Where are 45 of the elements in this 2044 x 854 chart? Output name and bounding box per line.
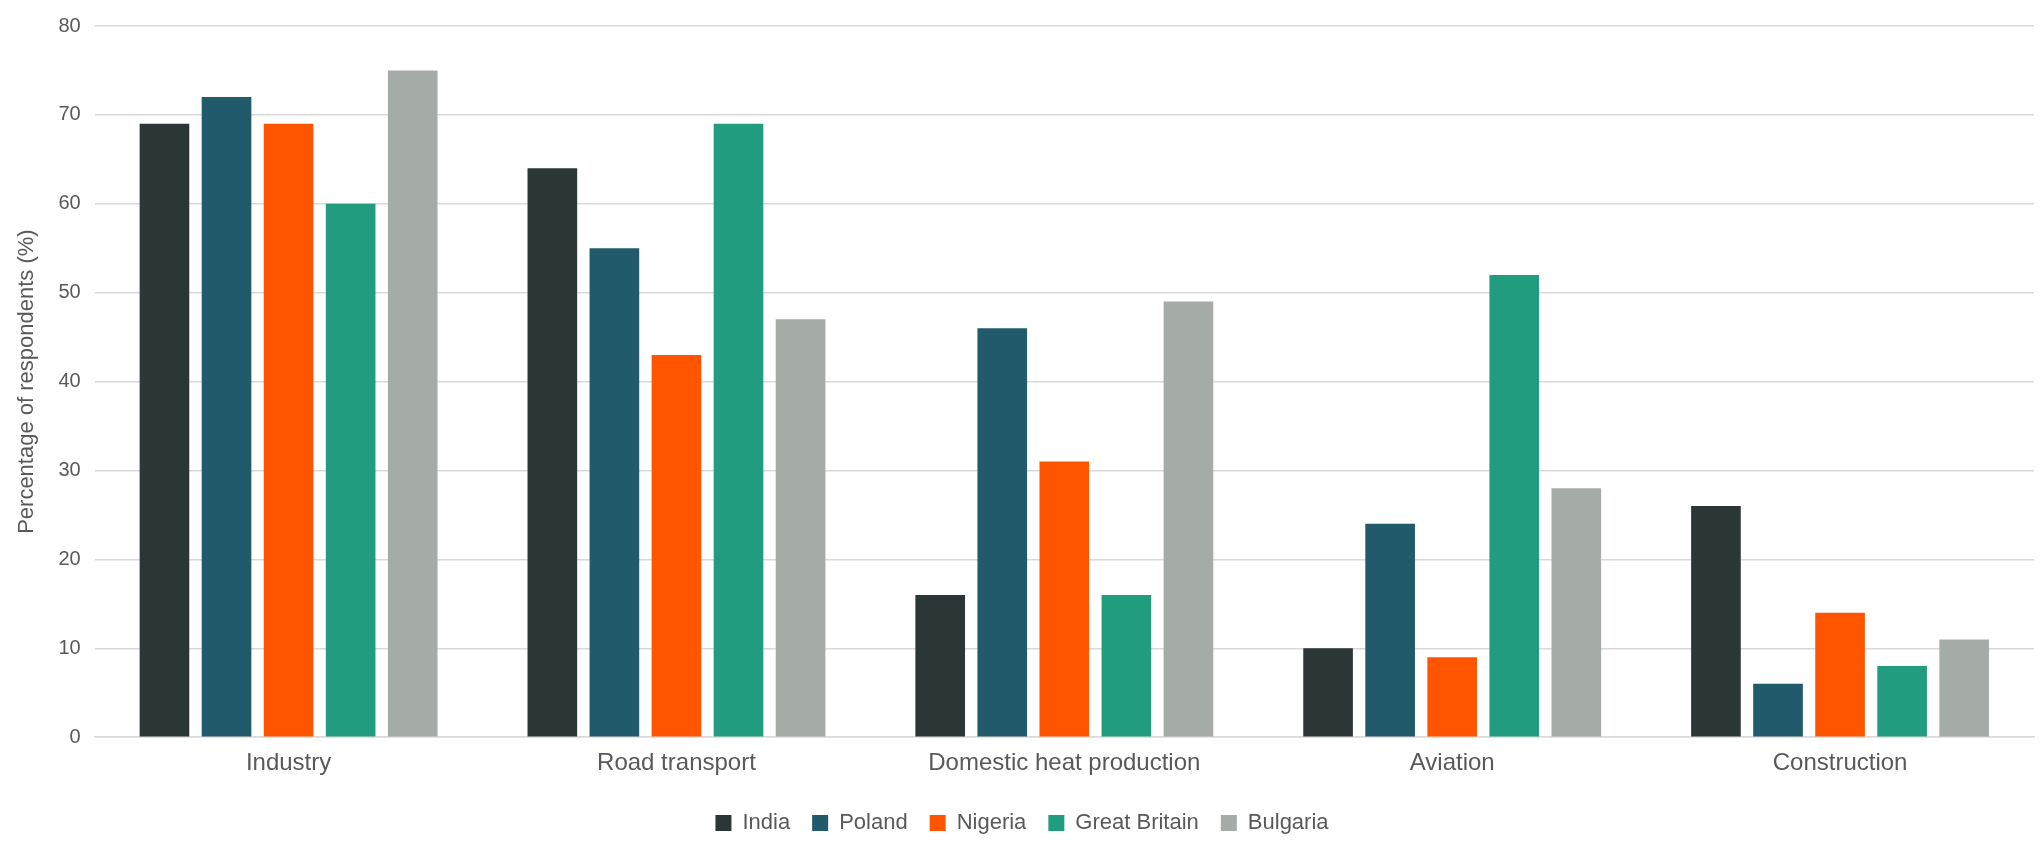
y-tick-label: 30 — [58, 458, 81, 481]
bar — [1753, 683, 1803, 737]
bar — [263, 123, 314, 737]
bar — [1551, 488, 1602, 737]
y-tick-label: 20 — [58, 546, 81, 569]
y-tick-label: 70 — [58, 102, 81, 125]
y-tick-label: 60 — [58, 191, 81, 214]
bar — [1939, 639, 1990, 737]
bar — [1365, 523, 1415, 737]
bar — [527, 168, 578, 737]
bar — [139, 123, 190, 737]
bar — [1427, 657, 1478, 737]
bar — [387, 70, 438, 737]
x-tick-label: Aviation — [1409, 748, 1495, 776]
bar — [1489, 274, 1540, 737]
bar — [1815, 612, 1865, 737]
y-tick-label: 80 — [58, 13, 81, 36]
bar — [651, 354, 702, 737]
bar — [713, 123, 764, 737]
bar — [589, 248, 640, 737]
x-tick-label: Domestic heat production — [928, 748, 1201, 776]
x-tick-label: Industry — [245, 748, 332, 776]
legend-label: Poland — [839, 809, 908, 835]
y-tick-label: 10 — [58, 635, 81, 658]
y-tick-label: 40 — [58, 369, 81, 392]
bar — [775, 319, 826, 737]
legend-label: India — [742, 809, 791, 835]
y-tick-label: 0 — [69, 724, 81, 747]
x-tick-label: Road transport — [597, 748, 757, 776]
bar — [1691, 506, 1741, 737]
bar — [977, 328, 1028, 737]
bar — [1039, 461, 1090, 737]
bar — [325, 203, 376, 737]
y-tick-label: 50 — [58, 280, 81, 303]
bar — [1303, 648, 1353, 737]
legend-label: Nigeria — [956, 809, 1028, 835]
bar — [201, 97, 252, 737]
x-tick-label: Construction — [1772, 748, 1908, 776]
bar — [915, 594, 966, 737]
legend-label: Great Britain — [1075, 809, 1199, 835]
bar — [1101, 594, 1152, 737]
legend-label: Bulgaria — [1247, 809, 1330, 835]
bar — [1163, 301, 1214, 737]
y-axis-title: Percentage of respondents (%) — [13, 229, 39, 534]
bar — [1877, 666, 1927, 737]
